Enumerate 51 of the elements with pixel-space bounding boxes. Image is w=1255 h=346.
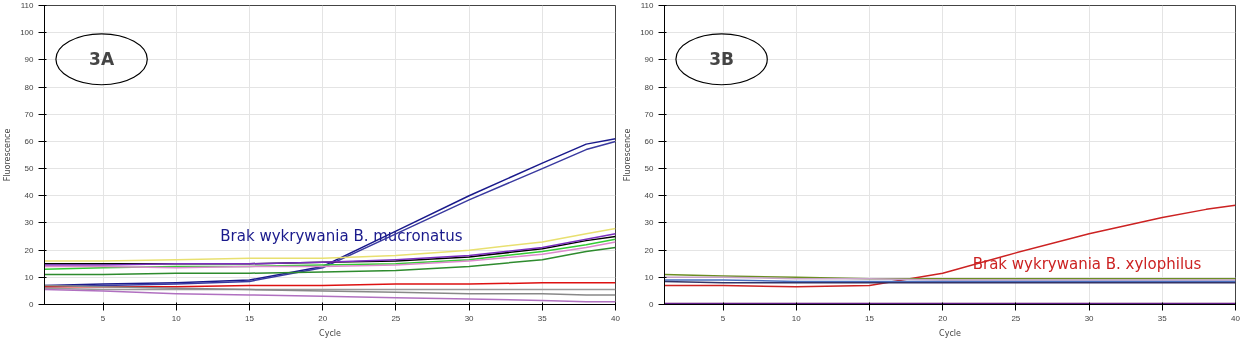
y-tick-label: 60: [24, 136, 35, 146]
y-tick-label: 110: [20, 1, 35, 10]
y-tick-label: 20: [24, 245, 35, 255]
annotation: 3B: [709, 49, 734, 70]
line-series: [44, 284, 616, 296]
y-tick-label: 0: [649, 300, 655, 309]
x-tick-label: 35: [1157, 313, 1168, 323]
y-tick-label: 0: [29, 300, 35, 309]
annotation: 3A: [89, 49, 115, 70]
y-tick-label: 50: [644, 164, 655, 174]
x-axis-title: Cycle: [939, 328, 962, 338]
x-tick-label: 15: [865, 313, 875, 323]
x-tick-label: 10: [171, 313, 182, 323]
annotation: Brak wykrywania B. xylophilus: [972, 255, 1202, 274]
line-series: [44, 227, 616, 262]
line-series: [44, 246, 616, 276]
x-tick-label: 30: [1084, 313, 1095, 323]
x-tick-label: 15: [245, 313, 255, 323]
y-tick-label: 20: [644, 245, 655, 255]
y-tick-label: 90: [644, 55, 655, 65]
x-tick-label: 20: [318, 313, 328, 323]
y-tick-label: 10: [24, 272, 35, 282]
x-tick-label: 20: [938, 313, 948, 323]
x-tick-label: 5: [100, 313, 106, 323]
y-tick-label: 10: [644, 272, 655, 282]
y-tick-label: 30: [644, 218, 655, 228]
x-tick-label: 25: [1011, 313, 1021, 323]
y-tick-label: 100: [640, 28, 655, 38]
x-axis-title: Cycle: [319, 328, 342, 338]
x-tick-label: 40: [611, 313, 621, 323]
y-tick-label: 70: [24, 109, 35, 119]
y-tick-label: 90: [24, 55, 35, 65]
y-tick-label: 40: [644, 191, 655, 201]
y-tick-label: 30: [24, 218, 35, 228]
y-axis-title: Fluorescence: [3, 128, 13, 182]
x-tick-label: 5: [720, 313, 726, 323]
y-tick-label: 50: [24, 164, 35, 174]
y-tick-label: 80: [24, 82, 35, 92]
y-tick-label: 110: [640, 1, 655, 10]
y-tick-label: 60: [644, 136, 655, 146]
line-series: [664, 204, 1236, 288]
x-tick-label: 40: [1231, 313, 1241, 323]
x-tick-label: 25: [391, 313, 401, 323]
y-tick-label: 100: [20, 28, 35, 38]
y-tick-label: 80: [644, 82, 655, 92]
x-tick-label: 30: [464, 313, 475, 323]
y-tick-label: 40: [24, 191, 35, 201]
x-tick-label: 10: [791, 313, 802, 323]
x-tick-label: 35: [537, 313, 548, 323]
y-axis-title: Fluorescence: [623, 128, 633, 182]
y-tick-label: 70: [644, 109, 655, 119]
